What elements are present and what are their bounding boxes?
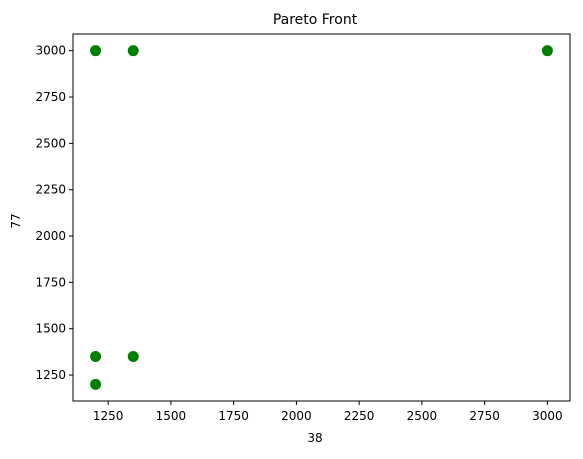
y-axis-label: 77 [9,213,23,228]
chart-title: Pareto Front [273,12,358,28]
data-point [90,378,102,390]
y-tick-label: 2500 [35,136,66,150]
data-point [90,45,102,57]
data-point [541,45,553,57]
y-tick-label: 1750 [35,275,66,289]
y-tick-label: 1250 [35,368,66,382]
y-axis: 1250 1500 1750 2000 2250 2500 2750 3000 [35,44,73,382]
data-points [90,45,553,390]
x-tick-label: 2250 [344,409,375,423]
x-axis: 1250 1500 1750 2000 2250 2500 2750 3000 [93,401,563,423]
x-tick-label: 2750 [469,409,500,423]
x-tick-label: 2000 [281,409,312,423]
y-tick-label: 2750 [35,90,66,104]
plot-area [72,33,571,402]
y-tick-label: 2250 [35,183,66,197]
y-tick-label: 2000 [35,229,66,243]
x-tick-label: 1250 [93,409,124,423]
y-tick-label: 1500 [35,322,66,336]
x-tick-label: 3000 [532,409,563,423]
x-tick-label: 1750 [218,409,249,423]
plot-frame [72,33,571,402]
x-tick-label: 2500 [407,409,438,423]
x-axis-label: 38 [307,431,322,445]
x-tick-label: 1500 [156,409,187,423]
data-point [127,351,139,363]
y-tick-label: 3000 [35,44,66,58]
data-point [127,45,139,57]
data-point [90,351,102,363]
